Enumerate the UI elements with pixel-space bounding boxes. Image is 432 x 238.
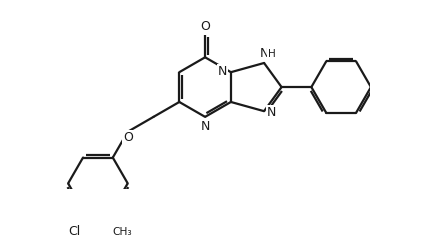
Text: N: N	[259, 47, 269, 60]
Text: O: O	[123, 131, 133, 144]
Text: CH₃: CH₃	[112, 227, 132, 237]
Text: N: N	[200, 120, 210, 133]
Text: N: N	[267, 106, 276, 119]
Text: Cl: Cl	[69, 225, 81, 238]
Text: H: H	[268, 49, 276, 59]
Text: O: O	[200, 20, 210, 33]
Text: N: N	[218, 65, 227, 78]
